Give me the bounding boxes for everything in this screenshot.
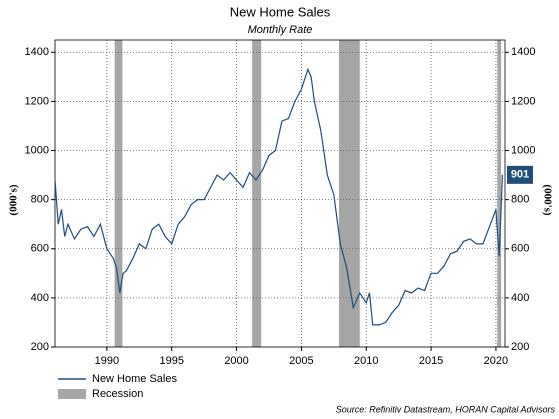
x-tick-label: 2005 [289,355,313,367]
last-value-box [507,165,533,184]
y-axis-label: (000's) [8,184,20,216]
y2-tick-label: 600 [511,243,529,255]
recession-band [339,40,360,347]
y-tick-label: 1200 [25,95,49,107]
last-value-label: 901 [511,169,529,181]
recession-band [497,40,502,347]
x-tick-label: 1990 [95,355,119,367]
y2-tick-label: 1400 [511,46,535,58]
y2-tick-label: 800 [511,194,529,206]
x-tick-label: 1995 [159,355,183,367]
y-tick-label: 400 [31,292,49,304]
y2-tick-label: 1200 [511,95,535,107]
recession-band [252,40,262,347]
x-tick-label: 2000 [224,355,248,367]
y-tick-label: 1400 [25,46,49,58]
x-tick-label: 2020 [484,355,508,367]
plot-frame [54,39,506,348]
chart-subtitle: Monthly Rate [248,24,313,36]
x-tick-label: 2015 [419,355,443,367]
y-tick-label: 800 [31,194,49,206]
legend-label: Recession [92,388,143,400]
chart-title: New Home Sales [230,4,331,19]
legend-label: New Home Sales [92,373,177,385]
x-tick-label: 2010 [354,355,378,367]
recession-band [114,40,123,347]
y2-tick-label: 400 [511,292,529,304]
y2-tick-label: 200 [511,341,529,353]
y2-axis-label: (000's) [541,184,553,216]
y-tick-label: 600 [31,243,49,255]
y2-tick-label: 1000 [511,144,535,156]
y-tick-label: 1000 [25,144,49,156]
source-note: Source: Refinitiv Datastream, HORAN Capi… [336,404,556,414]
series-line [54,67,504,326]
y-tick-label: 200 [31,341,49,353]
legend-swatch [58,389,86,399]
